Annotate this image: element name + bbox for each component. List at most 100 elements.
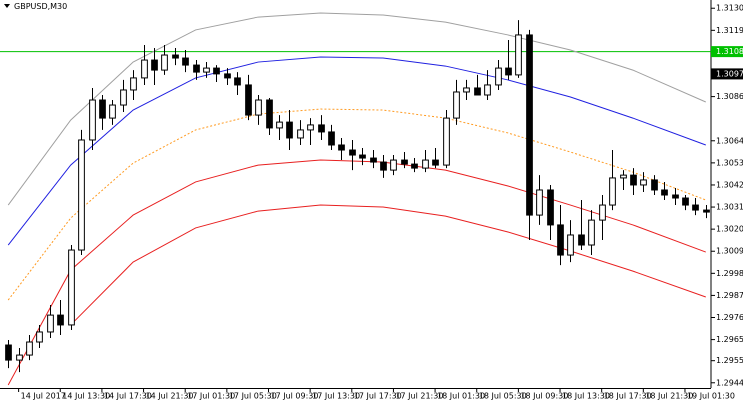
candle-body <box>390 159 397 171</box>
candle-body <box>245 84 252 116</box>
y-tick-label: 1.29550 <box>716 356 743 365</box>
candle-body <box>484 84 491 96</box>
candle-body <box>547 189 554 226</box>
candle-body <box>338 144 345 151</box>
candle-body <box>26 341 33 356</box>
candle-body <box>703 209 710 213</box>
plot-area <box>0 12 711 386</box>
y-tick-label: 1.29985 <box>716 269 743 278</box>
candle-body <box>620 174 627 179</box>
x-tick-label: 18 Jul 17:30 <box>604 392 652 401</box>
candle-body <box>120 89 127 106</box>
candle-body <box>640 179 647 186</box>
candle-body <box>599 204 606 221</box>
x-tick-label: 17 Jul 01:30 <box>187 392 235 401</box>
candle-body <box>141 59 148 79</box>
candle-body <box>495 67 502 86</box>
candle-body <box>422 159 429 169</box>
candle-body <box>36 331 43 343</box>
candle-body <box>16 354 23 361</box>
y-tick-label: 1.30095 <box>716 247 743 256</box>
bid-box <box>711 68 743 80</box>
candle-body <box>661 189 668 196</box>
candle-body <box>349 149 356 156</box>
y-tick-label: 1.30535 <box>716 158 743 167</box>
candle-body <box>328 131 335 146</box>
candle-body <box>609 177 616 206</box>
candle-body <box>682 197 689 206</box>
y-tick-label: 1.29655 <box>716 335 743 344</box>
candle-body <box>172 54 179 59</box>
candle-body <box>536 189 543 216</box>
x-tick-label: 14 Jul 13:30 <box>62 392 110 401</box>
candle-body <box>89 99 96 141</box>
indicator-line <box>7 12 706 206</box>
x-tick-label: 17 Jul 05:30 <box>229 392 277 401</box>
x-tick-label: 14 Jul 17:30 <box>104 392 152 401</box>
candle-body <box>318 124 325 133</box>
candle-body <box>307 124 314 131</box>
bid-label: 1.30978 <box>716 69 743 78</box>
x-tick-label: 17 Jul 21:30 <box>395 392 443 401</box>
y-tick-label: 1.30315 <box>716 203 743 212</box>
candle-body <box>297 129 304 139</box>
x-tick-label: 17 Jul 17:30 <box>354 392 402 401</box>
candle-body <box>151 59 158 71</box>
candle-body <box>234 77 241 86</box>
candle-body <box>443 117 450 166</box>
level-box <box>711 46 743 58</box>
candle-body <box>182 57 189 66</box>
candle-body <box>526 34 533 216</box>
level-label: 1.31089 <box>716 47 743 56</box>
candle-body <box>515 34 522 76</box>
candle-body <box>213 67 220 75</box>
x-tick-label: 14 Jul 21:30 <box>146 392 194 401</box>
x-tick-label: 14 Jul 2017 <box>21 392 66 401</box>
candle-body <box>359 154 366 159</box>
candle-body <box>47 314 54 333</box>
candle-body <box>672 194 679 199</box>
y-tick-label: 1.29765 <box>716 313 743 322</box>
indicator-line <box>7 108 706 301</box>
candle-body <box>266 99 273 129</box>
candle-body <box>130 77 137 91</box>
candle-body <box>505 67 512 76</box>
x-tick-label: 18 Jul 09:30 <box>520 392 568 401</box>
candle-body <box>193 64 200 73</box>
y-tick-label: 1.30205 <box>716 225 743 234</box>
candle-body <box>99 99 106 119</box>
candle-body <box>255 99 262 116</box>
candle-body <box>588 219 595 246</box>
menu-triangle <box>4 4 10 8</box>
candle-body <box>5 344 12 361</box>
candle-body <box>161 54 168 71</box>
candle-body <box>557 224 564 256</box>
candle-body <box>109 104 116 119</box>
candle-body <box>567 234 574 256</box>
indicator-line <box>7 159 706 386</box>
candle-body <box>474 87 481 96</box>
candle-body <box>78 139 85 251</box>
candle-body <box>370 157 377 163</box>
candle-body <box>68 249 75 326</box>
x-tick-label: 18 Jul 21:30 <box>645 392 693 401</box>
candle-body <box>463 87 470 93</box>
indicator-line <box>70 204 706 326</box>
chart-title: GBPUSD,M30 <box>14 2 67 11</box>
y-tick-label: 1.30425 <box>716 180 743 189</box>
candle-body <box>630 174 637 186</box>
candle-body <box>578 234 585 246</box>
x-tick-label: 19 Jul 01:30 <box>687 392 735 401</box>
candle-body <box>380 161 387 171</box>
x-tick-label: 18 Jul 01:30 <box>437 392 485 401</box>
candle-body <box>224 73 231 79</box>
candle-body <box>203 67 210 73</box>
candle-body <box>692 204 699 211</box>
y-tick-label: 1.29440 <box>716 378 743 387</box>
candle-body <box>276 121 283 129</box>
y-tick-label: 1.31305 <box>716 4 743 13</box>
candle-body <box>401 159 408 165</box>
